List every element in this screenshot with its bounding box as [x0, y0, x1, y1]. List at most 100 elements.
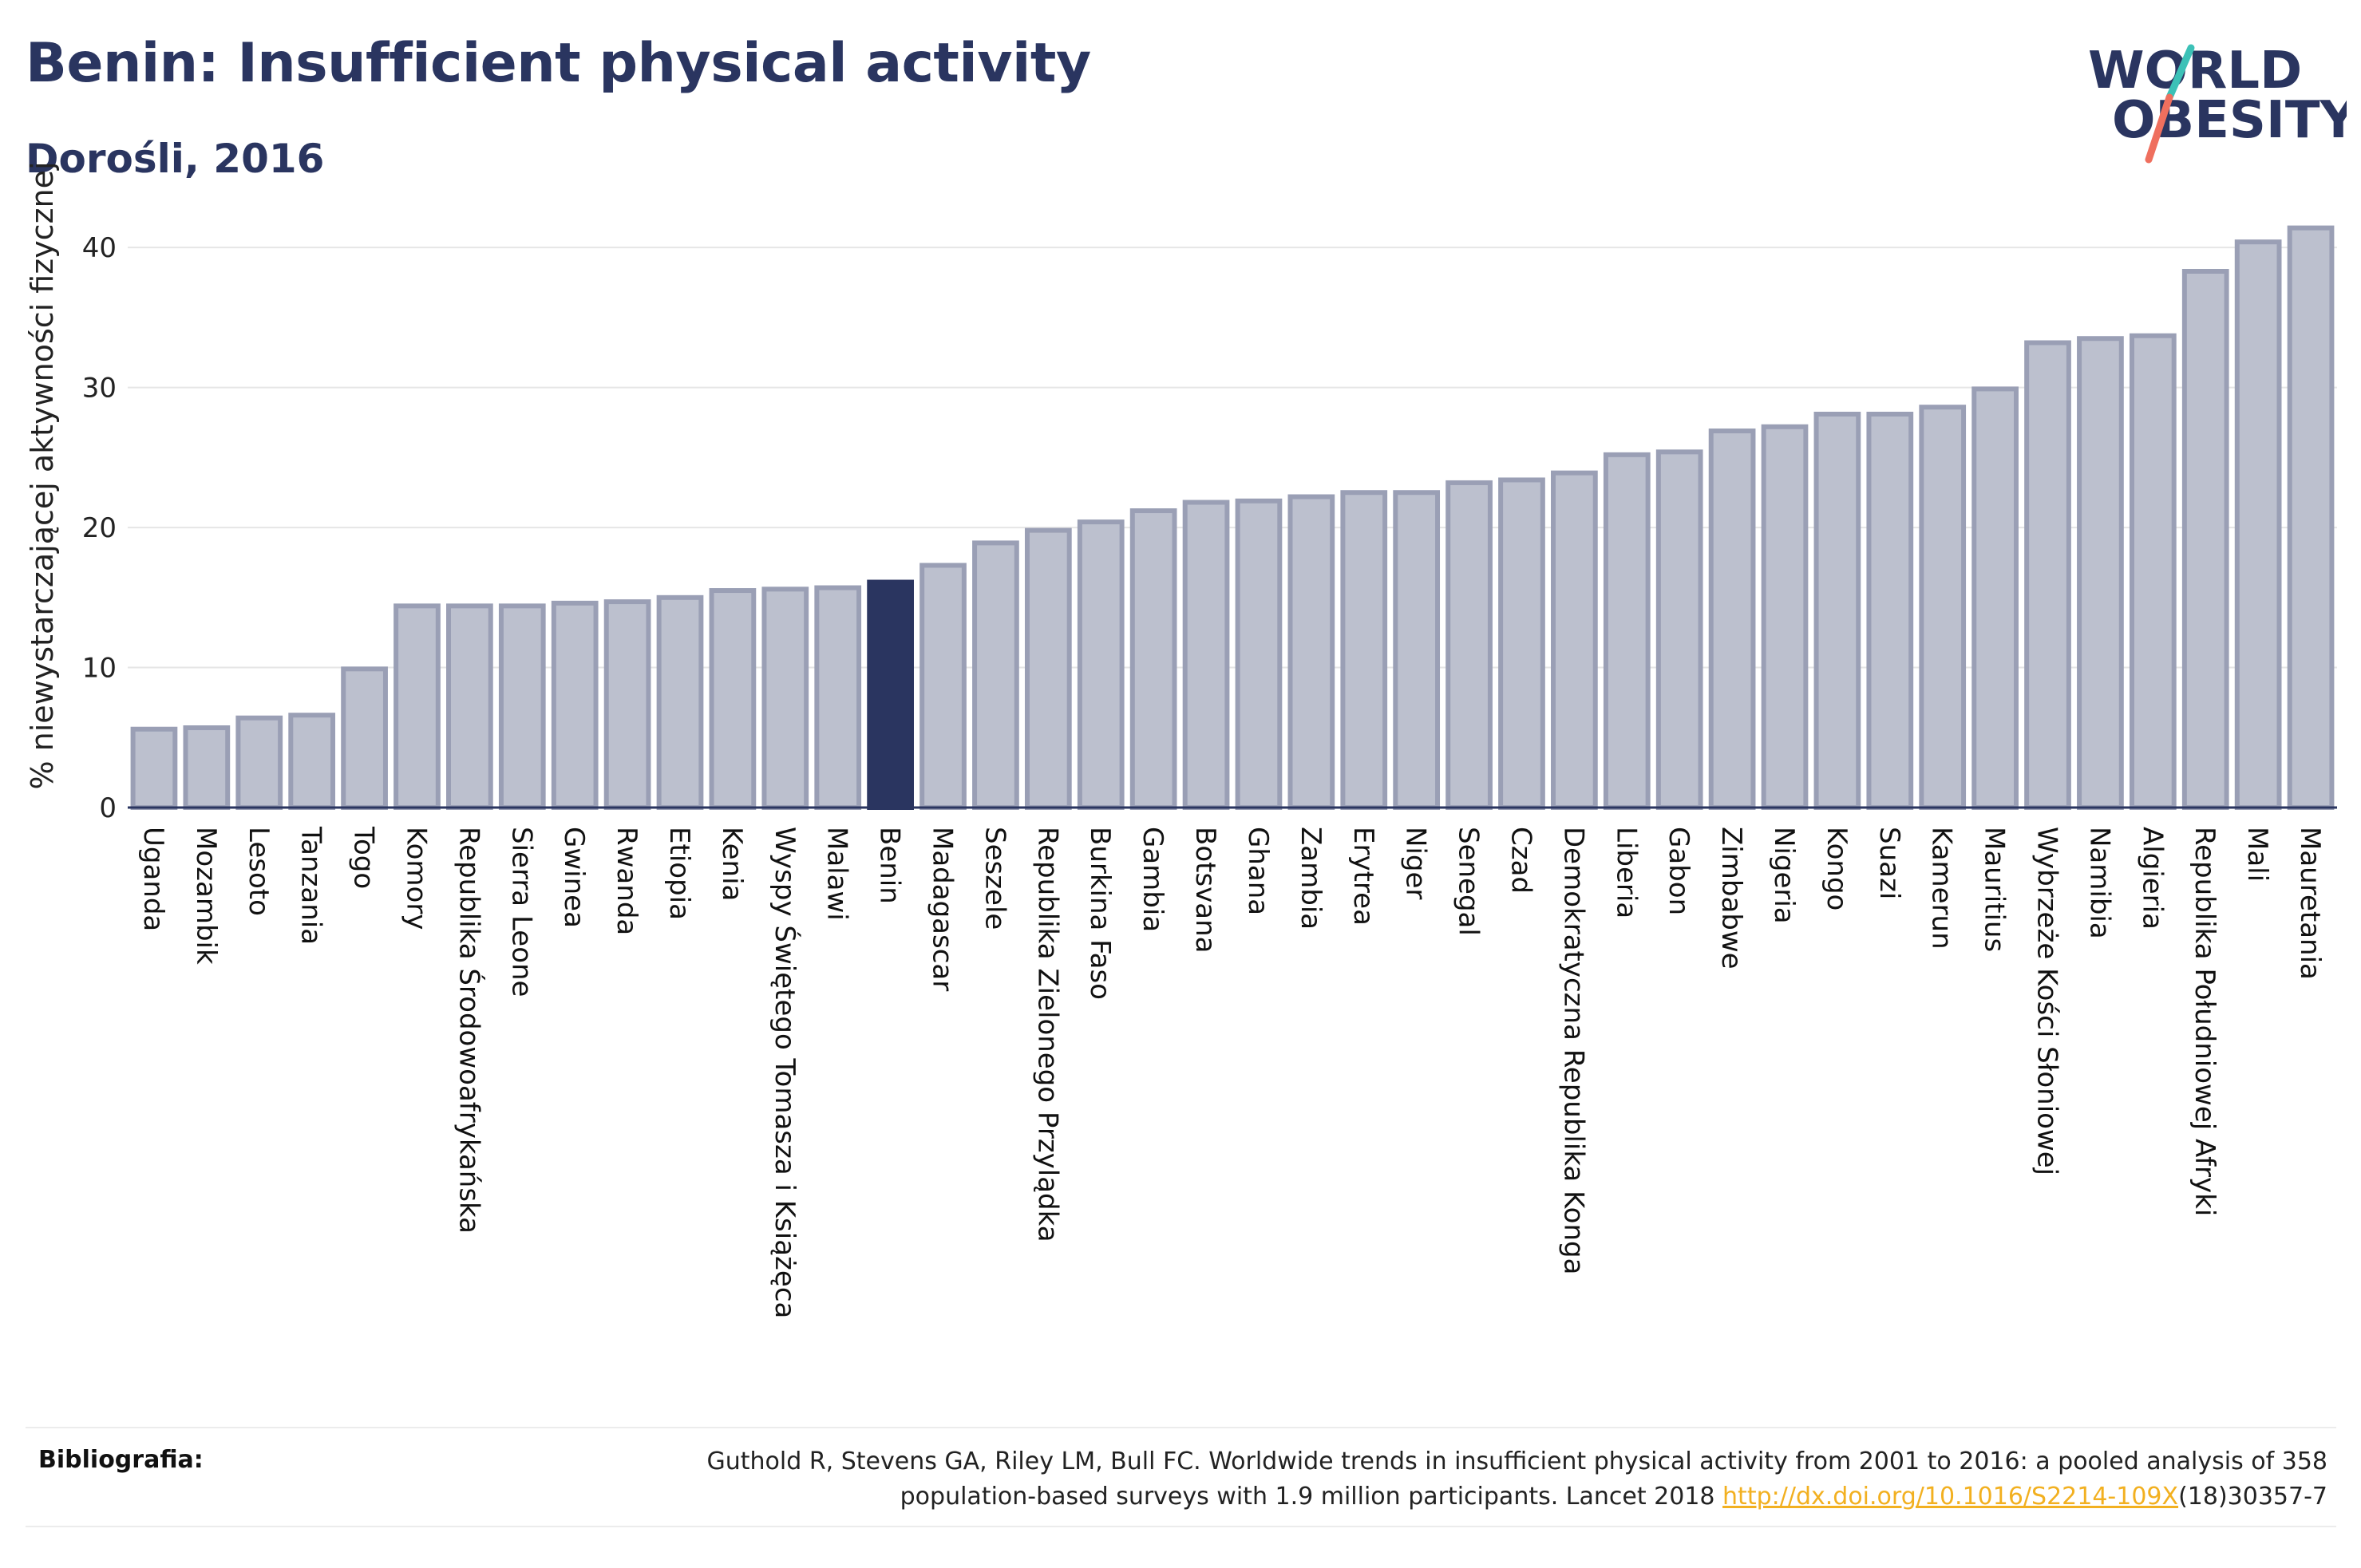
x-tick-label: Mozambik — [190, 827, 222, 965]
bar — [1024, 527, 1072, 810]
bar — [1603, 452, 1651, 810]
bibliography-label: Bibliografia: — [38, 1446, 204, 1474]
bar — [867, 579, 914, 810]
x-tick-label: Wyspy Świętego Tomasza i Książęca — [769, 827, 801, 1318]
x-tick-label: Demokratyczna Republika Konga — [1557, 827, 1589, 1274]
x-tick-label: Republika Zielonego Przylądka — [1031, 827, 1063, 1242]
x-tick-label: Ghana — [1242, 827, 1274, 915]
x-tick-label: Mauritius — [1979, 827, 2011, 952]
bar — [656, 594, 704, 810]
bar — [1235, 498, 1283, 810]
bibliography-doi-link[interactable]: http://dx.doi.org/10.1016/S2214-109X — [1722, 1483, 2179, 1511]
bar — [2234, 239, 2282, 810]
bibliography-line-2-post: (18)30357-7 — [2178, 1483, 2327, 1511]
x-tick-label: Botsvana — [1189, 827, 1221, 954]
x-tick-label: Seszele — [979, 827, 1010, 930]
x-tick-label: Wybrzeże Kości Słoniowej — [2031, 827, 2063, 1175]
bar — [235, 715, 283, 811]
bar — [1182, 500, 1230, 810]
world-obesity-logo: WORLD OBESITY — [2088, 41, 2347, 164]
x-tick-label: Namibia — [2083, 827, 2115, 939]
x-tick-label: Tanzania — [295, 826, 327, 945]
bar — [603, 599, 651, 811]
bar — [709, 588, 757, 811]
bar — [1393, 490, 1441, 811]
y-axis-label: % niewystarczającej aktywności fizycznej — [25, 161, 60, 789]
logo-text-obesity: OBESITY — [2112, 91, 2347, 150]
page-title: Benin: Insufficient physical activity — [26, 32, 1091, 95]
bar — [1445, 480, 1493, 810]
page-subtitle: Dorośli, 2016 — [26, 136, 325, 182]
bar — [1287, 494, 1335, 810]
bar — [446, 603, 493, 810]
bar — [394, 603, 441, 810]
y-tick-label: 10 — [82, 653, 117, 685]
bar — [972, 540, 1019, 811]
bar — [1077, 519, 1125, 811]
bibliography-line-1: Guthold R, Stevens GA, Riley LM, Bull FC… — [706, 1448, 2327, 1475]
x-tick-label: Gabon — [1663, 827, 1695, 915]
x-tick-label: Sierra Leone — [505, 827, 537, 997]
bar — [288, 713, 336, 811]
x-tick-label: Kenia — [716, 827, 748, 901]
bar — [1129, 508, 1177, 810]
y-tick-label: 0 — [99, 792, 117, 824]
bar — [1498, 477, 1545, 810]
x-tick-label: Erytrea — [1347, 827, 1379, 926]
x-tick-label: Burkina Faso — [1084, 827, 1116, 1000]
bar — [1971, 386, 2019, 810]
x-tick-label: Etiopia — [663, 827, 695, 920]
x-tick-label: Senegal — [1453, 827, 1485, 936]
bar — [2077, 336, 2124, 810]
x-tick-label: Niger — [1400, 827, 1432, 899]
bar — [1761, 424, 1809, 810]
footer-divider-top — [26, 1427, 2336, 1428]
x-tick-label: Zambia — [1295, 827, 1327, 930]
x-tick-label: Kamerun — [1926, 827, 1958, 950]
bar — [1919, 405, 1967, 810]
bar — [130, 726, 178, 811]
x-tick-label: Liberia — [1610, 827, 1642, 918]
bar — [2024, 340, 2071, 810]
bar — [183, 725, 231, 810]
bar — [1655, 449, 1703, 810]
x-tick-label: Suazi — [1873, 827, 1905, 899]
x-tick-label: Uganda — [137, 827, 169, 931]
bar — [341, 666, 388, 810]
bar — [551, 600, 599, 810]
bar — [761, 587, 809, 810]
bar — [1813, 411, 1861, 810]
x-tick-label: Komory — [400, 827, 432, 930]
bar — [919, 563, 967, 810]
bar — [814, 585, 862, 810]
y-tick-label: 30 — [82, 373, 117, 405]
x-tick-label: Mauretania — [2294, 827, 2326, 980]
bar — [498, 603, 546, 810]
x-tick-label: Mali — [2241, 827, 2273, 882]
bar — [2181, 269, 2229, 810]
x-tick-label: Benin — [874, 827, 906, 904]
y-tick-label: 40 — [82, 232, 117, 264]
logo-slash-coral — [2145, 93, 2173, 164]
bar — [1551, 470, 1598, 810]
logo-slash-teal — [2165, 44, 2195, 101]
x-tick-label: Algieria — [2136, 827, 2168, 930]
footer-divider-bottom — [26, 1526, 2336, 1527]
x-tick-label: Czad — [1505, 827, 1536, 894]
x-tick-label: Rwanda — [611, 827, 643, 935]
y-tick-label: 20 — [82, 512, 117, 544]
bibliography-line-2-pre: population-based surveys with 1.9 millio… — [900, 1483, 1723, 1511]
bar — [2287, 225, 2335, 811]
bibliography-text: Guthold R, Stevens GA, Riley LM, Bull FC… — [492, 1444, 2327, 1515]
bar — [1866, 411, 1914, 810]
x-tick-label: Kongo — [1821, 827, 1853, 910]
x-tick-label: Republika Południowej Afryki — [2189, 827, 2221, 1216]
bar-chart: 0 10 20 30 40 % niewystarczającej aktywności … — [25, 161, 2337, 1318]
x-tick-label: Lesoto — [243, 827, 275, 916]
x-tick-label: Republika Środowoafrykańska — [453, 827, 485, 1234]
x-tick-label: Malawi — [821, 827, 853, 921]
x-tick-label: Nigeria — [1768, 827, 1800, 924]
bar — [1340, 490, 1388, 811]
x-tick-label: Zimbabwe — [1715, 827, 1747, 970]
bar — [2129, 333, 2177, 810]
